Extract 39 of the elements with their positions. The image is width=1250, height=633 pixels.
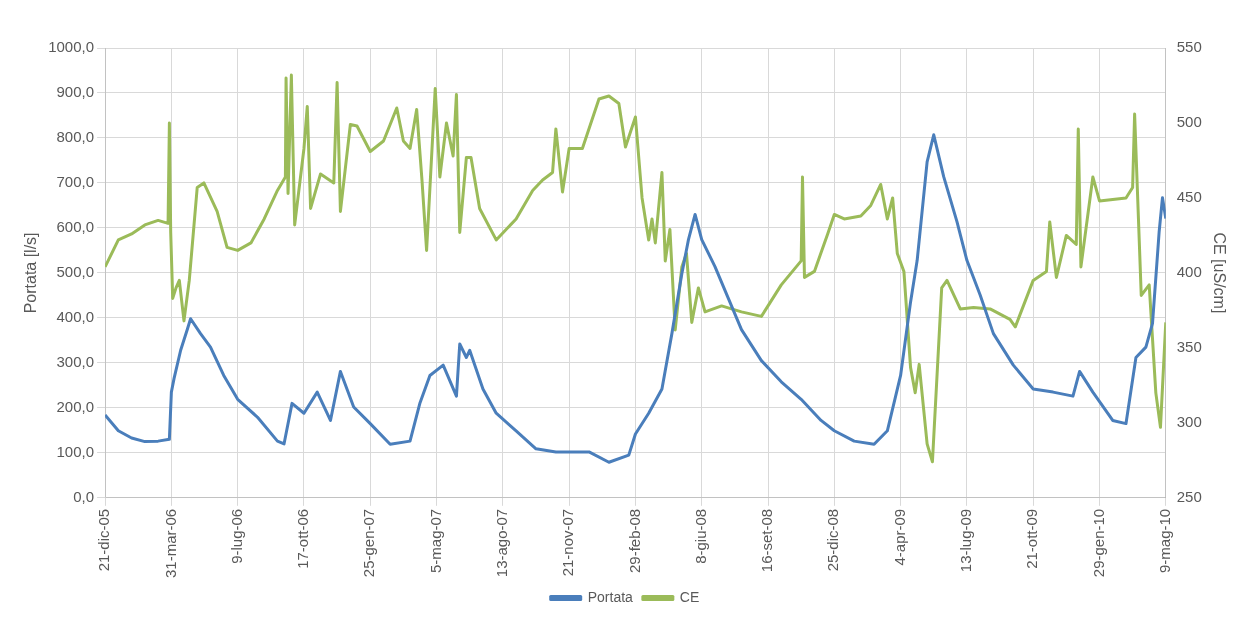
x-tick-label: 16-set-08 xyxy=(758,508,776,573)
y2-tick-label: 250 xyxy=(1176,487,1202,505)
legend-label: CE xyxy=(679,588,700,605)
x-tick-label: 29-feb-08 xyxy=(625,508,643,574)
x-tick-label: 9-lug-06 xyxy=(227,508,245,564)
y-tick-label: 500,0 xyxy=(56,263,95,281)
y2-tick-label: 450 xyxy=(1176,188,1202,206)
x-tick-label: 29-gen-10 xyxy=(1089,508,1107,578)
y2-tick-label: 350 xyxy=(1176,338,1202,356)
y2-tick-label: 300 xyxy=(1176,412,1202,430)
y-tick-label: 400,0 xyxy=(56,308,95,326)
x-tick-label: 21-nov-07 xyxy=(559,508,577,577)
x-tick-label: 4-apr-09 xyxy=(890,508,908,566)
x-tick-label: 25-gen-07 xyxy=(360,508,378,578)
y-tick-label: 800,0 xyxy=(56,128,95,146)
y-tick-label: 0,0 xyxy=(73,487,95,505)
y-tick-label: 1000,0 xyxy=(48,38,95,56)
x-tick-label: 9-mag-10 xyxy=(1155,508,1173,574)
y-tick-label: 200,0 xyxy=(56,397,95,415)
y-axis-title: Portata [l/s] xyxy=(22,232,40,314)
y-tick-label: 100,0 xyxy=(56,442,95,460)
x-tick-label: 21-ott-09 xyxy=(1023,508,1041,569)
y-tick-label: 700,0 xyxy=(56,173,95,191)
x-tick-label: 8-giu-08 xyxy=(691,508,709,564)
y-tick-label: 600,0 xyxy=(56,218,95,236)
y2-tick-label: 550 xyxy=(1176,38,1202,56)
x-tick-label: 25-dic-08 xyxy=(824,508,842,572)
y2-tick-label: 500 xyxy=(1176,113,1202,131)
x-tick-label: 21-dic-05 xyxy=(95,508,113,572)
x-tick-label: 5-mag-07 xyxy=(426,508,444,574)
x-tick-label: 13-ago-07 xyxy=(492,508,510,578)
y-tick-label: 300,0 xyxy=(56,353,95,371)
legend-label: Portata xyxy=(587,588,634,605)
y2-axis-title: CE [uS/cm] xyxy=(1210,232,1228,314)
y-tick-label: 900,0 xyxy=(56,83,95,101)
x-tick-label: 17-ott-06 xyxy=(294,508,312,569)
x-tick-label: 31-mar-06 xyxy=(161,508,179,579)
y2-tick-label: 400 xyxy=(1176,263,1202,281)
x-tick-label: 13-lug-09 xyxy=(957,508,975,573)
